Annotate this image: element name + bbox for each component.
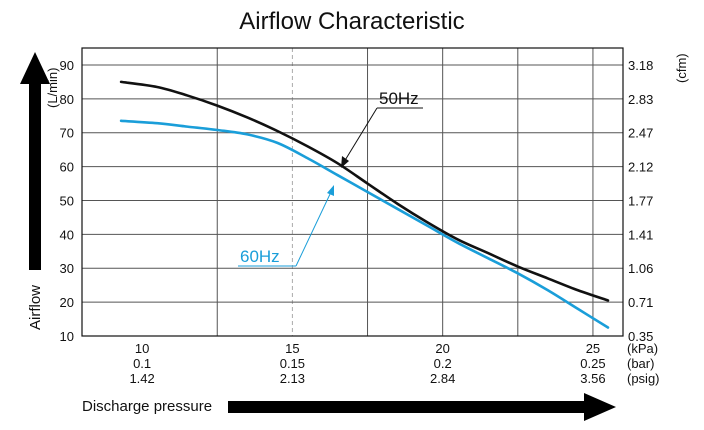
leader-arrow-60hz <box>327 185 334 196</box>
y-tick-label: 70 <box>60 126 74 141</box>
y-tick-label-cfm: 1.41 <box>628 227 653 242</box>
x-tick-label-psig: 1.42 <box>129 371 154 386</box>
airflow-arrow-shaft <box>29 82 41 270</box>
x-tick-label-bar: 0.1 <box>133 356 151 371</box>
x-tick-label-kpa: 15 <box>285 341 299 356</box>
series-line-50hz <box>119 80 610 302</box>
series-labels: 50Hz 60Hz <box>238 89 423 267</box>
y-tick-label: 60 <box>60 160 74 175</box>
y-tick-label: 20 <box>60 295 74 310</box>
x-unit-label: (bar) <box>627 356 654 371</box>
pressure-arrow-shaft <box>228 401 586 413</box>
x-axis: 100.11.42 150.152.13 200.22.84 250.253.56 (k… <box>129 341 659 386</box>
pressure-arrow-head <box>584 393 616 421</box>
y-tick-label: 40 <box>60 227 74 242</box>
x-tick-label-psig: 2.84 <box>430 371 455 386</box>
chart-title: Airflow Characteristic <box>239 8 465 35</box>
y-axis-left: 10 20 30 40 50 60 70 80 90 <box>60 58 74 344</box>
x-tick-label-psig: 2.13 <box>280 371 305 386</box>
y-tick-label-cfm: 2.12 <box>628 160 653 175</box>
leader-arrow-50hz <box>341 156 349 168</box>
y-tick-label-cfm: 1.06 <box>628 261 653 276</box>
x-tick-label-bar: 0.15 <box>280 356 305 371</box>
y-tick-label-cfm: 0.35 <box>628 329 653 344</box>
y-tick-label-cfm: 3.18 <box>628 58 653 73</box>
x-tick-label-psig: 3.56 <box>580 371 605 386</box>
x-tick-label-kpa: 10 <box>135 341 149 356</box>
x-axis-label: Discharge pressure <box>82 398 212 415</box>
y-tick-label: 30 <box>60 261 74 276</box>
y-tick-label-cfm: 2.47 <box>628 126 653 141</box>
x-unit-label: (kPa) <box>627 341 658 356</box>
x-tick-label-kpa: 25 <box>586 341 600 356</box>
airflow-arrow-head <box>20 52 50 84</box>
x-tick-label-bar: 0.2 <box>434 356 452 371</box>
y-axis-right: 0.35 0.71 1.06 1.41 1.77 2.12 2.47 2.83 3.18 <box>628 58 653 344</box>
leader-line-50hz <box>343 107 378 163</box>
x-tick-label-bar: 0.25 <box>580 356 605 371</box>
series-label-60hz: 60Hz <box>240 247 280 266</box>
grid <box>82 48 623 337</box>
y-tick-label-cfm: 0.71 <box>628 295 653 310</box>
y-tick-label: 50 <box>60 193 74 208</box>
y-tick-label-cfm: 2.83 <box>628 92 653 107</box>
x-unit-label: (psig) <box>627 371 660 386</box>
y-tick-label-cfm: 1.77 <box>628 193 653 208</box>
y-axis-left-unit: (L/min) <box>45 68 60 108</box>
x-tick-label-kpa: 20 <box>435 341 449 356</box>
series-line-60hz <box>119 119 610 329</box>
y-tick-label: 90 <box>60 58 74 73</box>
y-axis-right-unit: (cfm) <box>674 53 689 83</box>
series-label-50hz: 50Hz <box>379 89 419 108</box>
y-tick-label: 10 <box>60 329 74 344</box>
series-group <box>119 80 610 329</box>
leader-line-60hz <box>295 191 332 267</box>
plot-frame <box>81 47 624 337</box>
y-tick-label: 80 <box>60 92 74 107</box>
y-axis-label: Airflow <box>27 285 44 330</box>
